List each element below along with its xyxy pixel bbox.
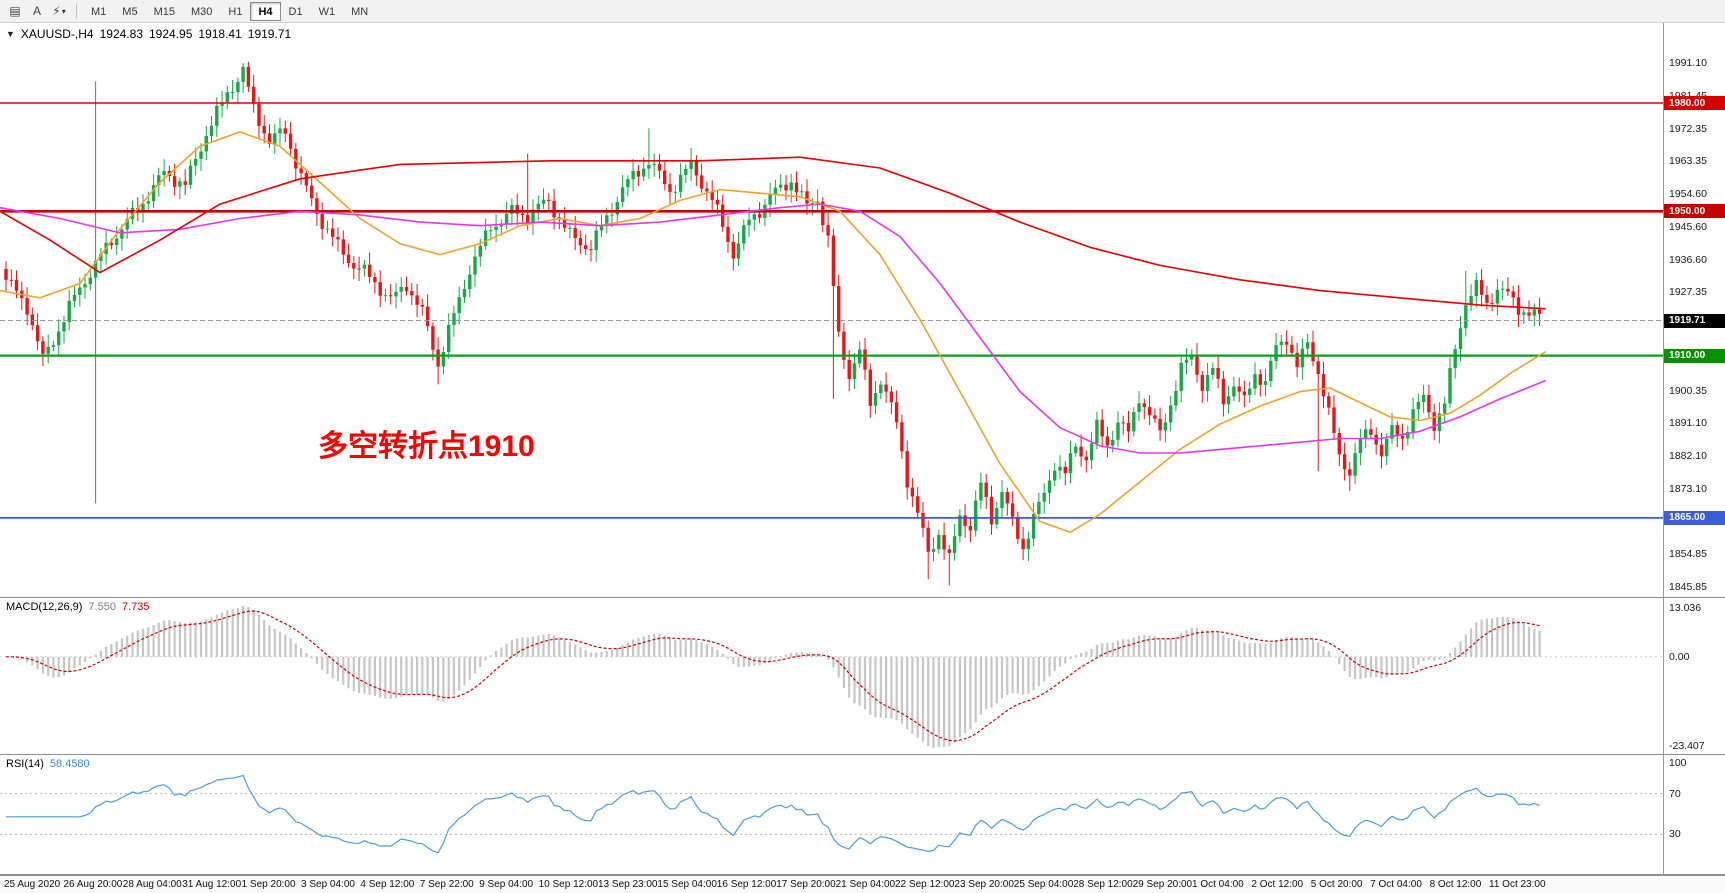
toolbar: ▤ A ⚡ ▾ M1 M5 M15 M30 H1 H4 D1 W1 MN <box>0 0 1725 23</box>
time-axis-label: 29 Sep 20:00 <box>1132 879 1193 890</box>
macd-scale[interactable]: 13.036 0.00 -23.407 <box>1663 598 1725 754</box>
price-scale-label: 1927.35 <box>1669 286 1707 299</box>
rsi-panel[interactable]: RSI(14) 58.4580 <box>0 755 1663 874</box>
timeframe-button-h4[interactable]: H4 <box>250 1 281 21</box>
price-scale-label: 1845.85 <box>1669 581 1707 593</box>
macd-canvas[interactable] <box>0 598 1663 754</box>
macd-scale-label: 13.036 <box>1669 602 1702 614</box>
rsi-header: RSI(14) 58.4580 <box>6 758 90 770</box>
time-axis-label: 7 Sep 22:00 <box>419 879 474 890</box>
bid-price-badge: 1919.71 <box>1664 313 1725 328</box>
panel-separator[interactable] <box>0 874 1725 875</box>
rsi-canvas[interactable] <box>0 755 1663 874</box>
time-axis-label: 17 Sep 20:00 <box>776 879 836 890</box>
time-axis-label: 9 Sep 04:00 <box>479 879 534 890</box>
chart-ohlc-header: ▼ XAUUSD-,H4 1924.83 1924.95 1918.41 191… <box>6 27 291 41</box>
time-axis-label: 23 Sep 20:00 <box>954 879 1014 890</box>
price-scale-label: 1891.10 <box>1669 417 1707 430</box>
price-scale-label: 1936.60 <box>1669 253 1707 266</box>
time-axis-label: 1 Oct 04:00 <box>1192 879 1244 890</box>
macd-scale-label: 0.00 <box>1669 650 1690 663</box>
timeframe-buttons: M1 M5 M15 M30 H1 H4 D1 W1 MN <box>83 1 376 21</box>
time-axis-label: 10 Sep 12:00 <box>538 879 599 890</box>
ohlc-close: 1919.71 <box>247 27 292 41</box>
macd-panel[interactable]: MACD(12,26,9) 7.550 7.735 <box>0 598 1663 754</box>
text-annotate-icon[interactable]: A <box>32 4 41 18</box>
rsi-scale-label: 70 <box>1669 787 1681 800</box>
price-chart-canvas[interactable] <box>0 23 1663 597</box>
time-axis-label: 31 Aug 12:00 <box>182 879 242 890</box>
macd-label: MACD(12,26,9) <box>6 601 83 613</box>
time-axis-label: 1 Sep 20:00 <box>241 879 296 890</box>
price-scale-label: 1854.85 <box>1669 548 1707 561</box>
time-axis-label: 4 Sep 12:00 <box>360 879 415 890</box>
rsi-scale-label: 100 <box>1669 757 1687 769</box>
timeframe-button-m15[interactable]: M15 <box>153 5 175 18</box>
time-axis-label: 21 Sep 04:00 <box>835 879 896 890</box>
symbol-dropdown-icon[interactable]: ▼ <box>6 29 15 39</box>
rsi-value: 58.4580 <box>49 758 90 770</box>
ohlc-low: 1918.41 <box>198 27 242 41</box>
time-axis-label: 5 Oct 20:00 <box>1310 879 1363 890</box>
macd-main-value: 7.550 <box>88 601 116 613</box>
price-scale-label: 1963.35 <box>1669 155 1707 168</box>
toolbar-tools: ▤ A ⚡ ▾ <box>4 2 70 21</box>
price-badge-1980.00: 1980.00 <box>1664 96 1725 111</box>
timeframe-button-h1[interactable]: H1 <box>228 5 243 18</box>
macd-scale-label: -23.407 <box>1669 740 1705 752</box>
rsi-scale-label: 30 <box>1669 828 1681 841</box>
time-axis-label: 3 Sep 04:00 <box>301 879 355 890</box>
price-scale-label: 1954.60 <box>1669 188 1707 200</box>
price-scale-label: 1882.10 <box>1669 450 1707 462</box>
time-axis-label: 15 Sep 04:00 <box>657 879 717 890</box>
time-axis-label: 25 Sep 04:00 <box>1013 879 1074 890</box>
price-badge-1910.00: 1910.00 <box>1664 348 1725 363</box>
time-axis-label: 25 Aug 2020 <box>4 879 61 890</box>
time-axis-label: 16 Sep 12:00 <box>716 879 777 890</box>
time-axis-label: 11 Oct 23:00 <box>1489 879 1546 890</box>
timeframe-button-m5[interactable]: M5 <box>122 5 138 18</box>
ohlc-high: 1924.95 <box>149 27 193 41</box>
macd-signal-value: 7.735 <box>121 601 150 613</box>
price-scale-label: 1991.10 <box>1669 57 1707 69</box>
macd-header: MACD(12,26,9) 7.550 7.735 <box>6 601 149 613</box>
price-scale-label: 1972.35 <box>1669 122 1707 135</box>
rsi-label: RSI(14) <box>6 758 44 770</box>
time-axis-label: 28 Sep 12:00 <box>1073 879 1133 890</box>
time-axis-label: 26 Aug 20:00 <box>63 879 123 890</box>
chart-symbol-label: XAUUSD-,H4 <box>20 27 94 41</box>
panel-separator[interactable] <box>0 597 1725 598</box>
timeframe-button-w1[interactable]: W1 <box>318 5 336 18</box>
time-axis-label: 8 Oct 12:00 <box>1429 879 1482 890</box>
time-axis-label: 22 Sep 12:00 <box>895 879 955 890</box>
timeframe-button-mn[interactable]: MN <box>351 5 369 18</box>
toolbar-separator <box>76 3 77 19</box>
price-badge-1950.00: 1950.00 <box>1664 204 1725 219</box>
ohlc-open: 1924.83 <box>99 27 143 41</box>
price-scale-label: 1900.35 <box>1669 384 1707 397</box>
time-axis-label: 13 Sep 23:00 <box>598 879 658 890</box>
panel-separator[interactable] <box>0 754 1725 755</box>
timeframe-button-d1[interactable]: D1 <box>288 5 303 18</box>
main-chart-panel[interactable]: ▼ XAUUSD-,H4 1924.83 1924.95 1918.41 191… <box>0 23 1663 597</box>
timeframe-button-m30[interactable]: M30 <box>190 5 213 18</box>
charts-grid-icon[interactable]: ▤ <box>9 4 21 18</box>
price-scale-label: 1945.60 <box>1669 220 1707 233</box>
rsi-scale[interactable]: 100 70 30 <box>1663 755 1725 874</box>
time-axis-label: 2 Oct 12:00 <box>1251 879 1304 890</box>
timeframe-button-m1[interactable]: M1 <box>91 5 107 18</box>
time-axis-label: 7 Oct 04:00 <box>1370 879 1422 890</box>
dropdown-caret-icon[interactable]: ▾ <box>61 6 66 16</box>
price-badge-1865.00: 1865.00 <box>1664 510 1725 525</box>
price-scale[interactable]: 1991.101981.451972.351963.351954.601945.… <box>1663 23 1725 597</box>
cursor-flash-icon[interactable]: ⚡ ▾ <box>52 4 66 18</box>
time-axis[interactable]: 25 Aug 2020 26 Aug 20:00 28 Aug 04:00 31 Au… <box>0 875 1725 893</box>
price-scale-label: 1873.10 <box>1669 482 1707 495</box>
time-axis-label: 28 Aug 04:00 <box>122 879 182 890</box>
chart-annotation-text[interactable]: 多空转折点1910 <box>318 430 535 463</box>
